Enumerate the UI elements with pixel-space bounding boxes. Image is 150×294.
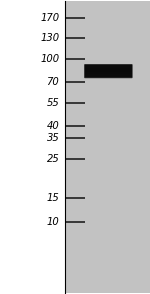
Text: 15: 15 — [46, 193, 59, 203]
Bar — [85, 75, 132, 76]
Text: 40: 40 — [46, 121, 59, 131]
Bar — [85, 71, 132, 72]
Bar — [85, 71, 132, 72]
Text: 170: 170 — [40, 13, 59, 23]
Bar — [85, 72, 132, 73]
Bar — [85, 65, 132, 66]
Text: 70: 70 — [46, 77, 59, 87]
Text: 130: 130 — [40, 33, 59, 43]
Bar — [85, 67, 132, 68]
Bar — [85, 73, 132, 74]
Bar — [85, 66, 132, 67]
Text: 35: 35 — [46, 133, 59, 143]
Bar — [85, 67, 132, 68]
Bar — [85, 66, 132, 67]
Text: 25: 25 — [46, 154, 59, 164]
Bar — [85, 69, 132, 70]
Text: 10: 10 — [46, 217, 59, 227]
Bar — [85, 70, 132, 71]
Bar — [85, 65, 132, 66]
Text: 55: 55 — [46, 98, 59, 108]
Bar — [85, 70, 132, 71]
Text: 100: 100 — [40, 54, 59, 64]
Bar — [85, 75, 132, 76]
Bar — [85, 74, 132, 75]
Bar — [85, 69, 132, 70]
FancyBboxPatch shape — [84, 64, 133, 78]
Bar — [85, 73, 132, 74]
Bar — [85, 74, 132, 75]
Bar — [85, 76, 132, 77]
Bar — [85, 76, 132, 77]
Bar — [65, 1, 150, 293]
Bar — [85, 68, 132, 69]
Bar — [85, 72, 132, 73]
Bar — [85, 68, 132, 69]
